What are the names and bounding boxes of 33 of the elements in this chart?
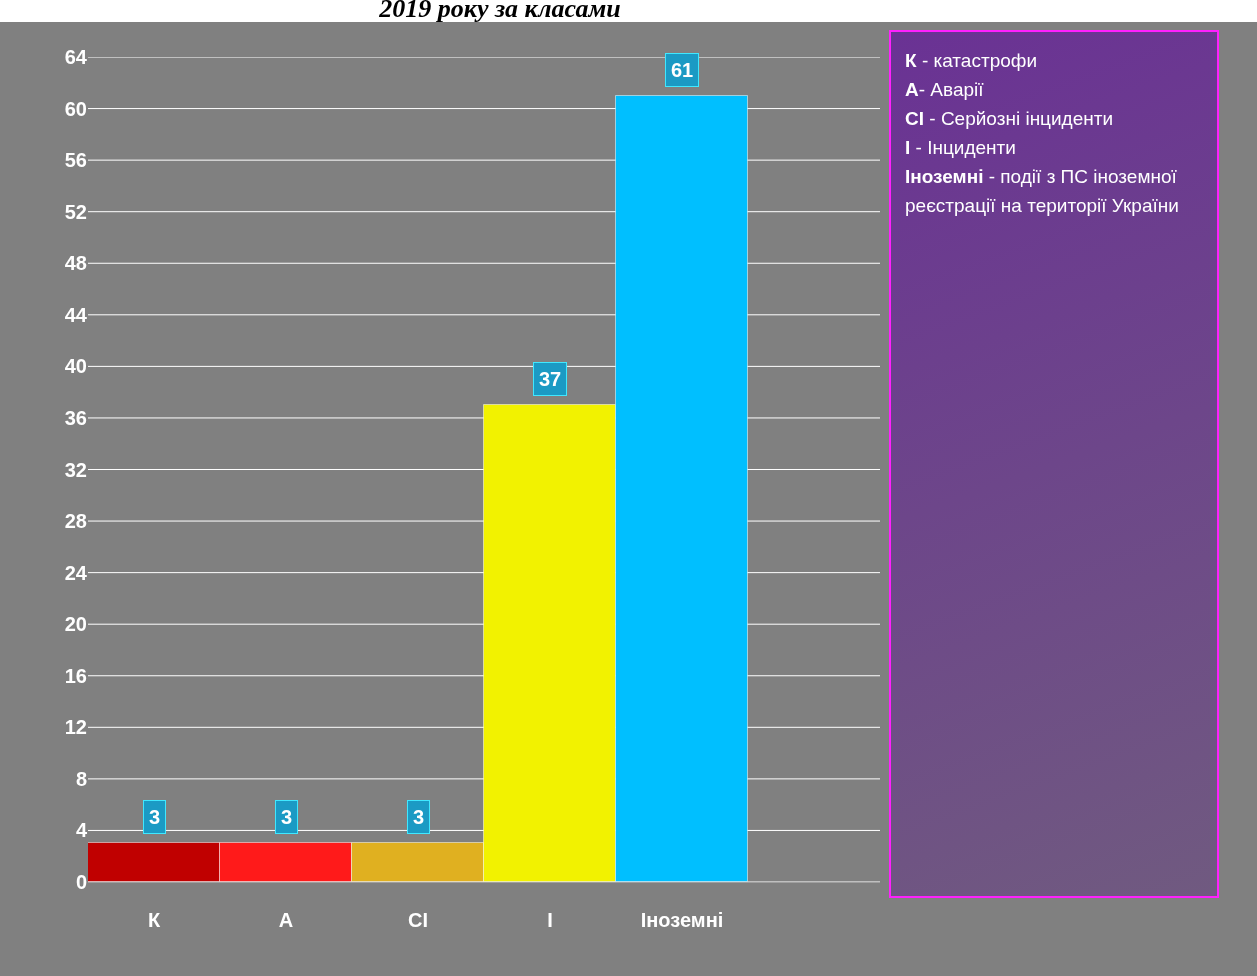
y-tick-label: 4 bbox=[75, 819, 88, 842]
data-label: 3 bbox=[281, 806, 293, 828]
x-tick-label: А bbox=[278, 909, 294, 931]
y-tick-label: 24 bbox=[64, 561, 88, 584]
y-tick-label: 32 bbox=[64, 458, 87, 481]
x-tick-label: Іноземні bbox=[640, 909, 724, 931]
x-tick-label: К bbox=[147, 909, 161, 931]
y-tick-label: 20 bbox=[64, 613, 87, 636]
chart-title: 2019 року за класами bbox=[378, 0, 622, 24]
y-tick-label: 44 bbox=[64, 303, 88, 326]
y-tick-label: 8 bbox=[75, 767, 87, 790]
text: А- Аварії bbox=[905, 79, 984, 100]
y-tick-label: 36 bbox=[64, 406, 87, 429]
text: І - Інциденти bbox=[905, 137, 1016, 158]
y-tick-label: 56 bbox=[64, 149, 87, 172]
y-tick-label: 48 bbox=[64, 252, 87, 275]
x-tick-label: СІ bbox=[408, 909, 428, 931]
text: СІ - Серйозні інциденти bbox=[905, 108, 1114, 129]
data-label: 3 bbox=[413, 806, 425, 828]
y-tick-label: 16 bbox=[64, 664, 87, 687]
text: Іноземні - події з ПС іноземної реєстрації на території України bbox=[905, 166, 1179, 216]
text: К - катастрофи bbox=[905, 50, 1038, 71]
y-tick-label: 12 bbox=[64, 716, 87, 739]
data-label: 3 bbox=[149, 806, 161, 828]
y-tick-label: 64 bbox=[64, 46, 88, 68]
data-label: 37 bbox=[539, 368, 562, 390]
y-tick-label: 52 bbox=[64, 200, 87, 223]
y-tick-label: 0 bbox=[75, 871, 87, 893]
y-tick-label: 40 bbox=[64, 355, 87, 378]
y-tick-label: 28 bbox=[64, 510, 87, 533]
y-tick-label: 60 bbox=[64, 97, 87, 120]
data-label: 61 bbox=[671, 59, 694, 81]
x-tick-label: І bbox=[547, 909, 553, 931]
